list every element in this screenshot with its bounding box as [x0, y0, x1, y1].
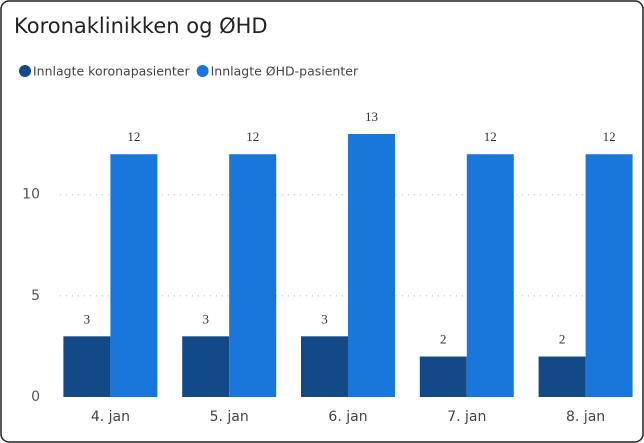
bar	[110, 154, 158, 397]
bar	[182, 336, 230, 397]
y-tick-label: 10	[22, 187, 40, 203]
bar	[301, 336, 348, 397]
data-label: 3	[321, 311, 328, 326]
bar	[229, 154, 277, 397]
x-tick-label: 7. jan	[447, 409, 486, 425]
bar	[63, 336, 111, 397]
data-label: 12	[127, 129, 140, 144]
legend-swatch	[19, 65, 31, 77]
y-tick-label: 5	[31, 288, 40, 304]
data-label: 12	[246, 129, 259, 144]
bar	[585, 154, 633, 397]
bar	[419, 356, 467, 397]
data-label: 3	[202, 311, 209, 326]
bar	[348, 134, 395, 397]
bar	[466, 154, 514, 397]
bar	[538, 356, 586, 397]
legend-swatch	[196, 65, 209, 77]
x-tick-label: 6. jan	[328, 409, 367, 425]
y-tick-label: 0	[31, 389, 40, 405]
data-label: 2	[559, 332, 566, 347]
data-label: 2	[440, 332, 447, 347]
data-label: 12	[603, 129, 616, 144]
x-tick-label: 5. jan	[210, 409, 249, 425]
x-tick-label: 4. jan	[91, 409, 130, 425]
data-label: 3	[84, 311, 91, 326]
data-label: 12	[484, 129, 497, 144]
legend-label: Innlagte koronapasienter	[33, 64, 190, 79]
chart-title: Koronaklinikken og ØHD	[14, 14, 268, 38]
data-label: 13	[365, 109, 378, 124]
x-tick-label: 8. jan	[566, 409, 605, 425]
legend-label: Innlagte ØHD-pasienter	[211, 64, 359, 79]
